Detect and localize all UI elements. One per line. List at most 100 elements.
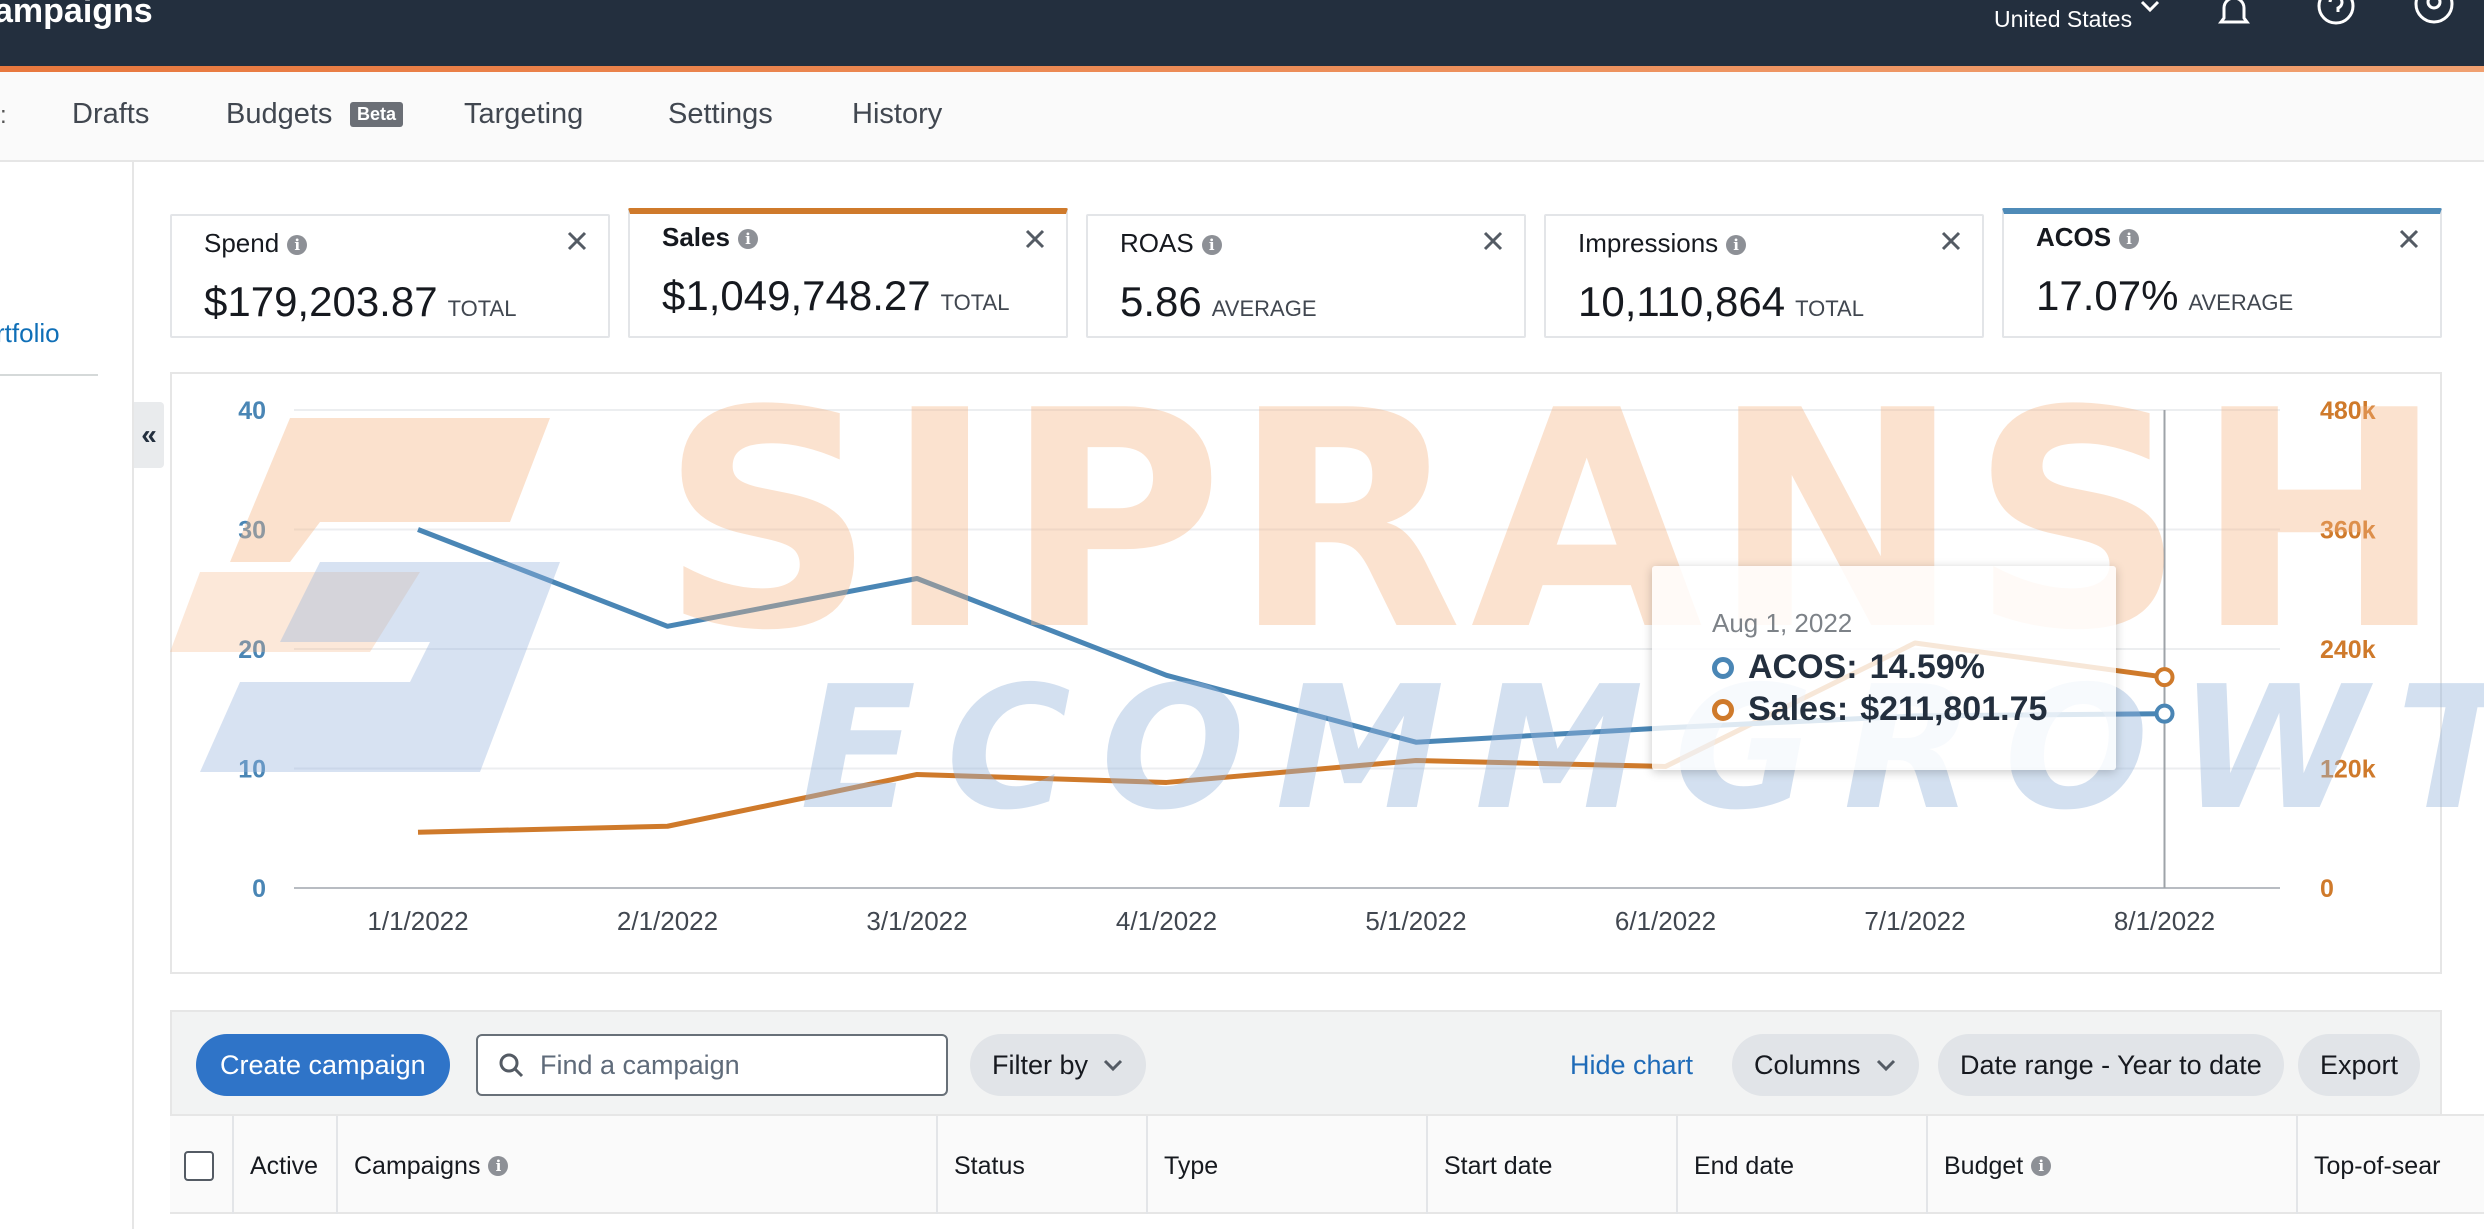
- campaign-toolbar: Create campaign Find a campaign Filter b…: [170, 1010, 2442, 1120]
- campaign-tabs: [0, 72, 2484, 162]
- column-header-type[interactable]: Type: [1148, 1116, 1428, 1216]
- x-tick-label: 8/1/2022: [2114, 906, 2215, 936]
- table-row: [170, 1214, 2484, 1229]
- top-navigation-bar: ampaigns United States: [0, 0, 2484, 66]
- campaigns-table-header: Active Campaigns i Status Type Start date…: [170, 1114, 2484, 1216]
- app-title: ampaigns: [0, 0, 153, 30]
- chevron-down-icon: [1876, 1059, 1895, 1072]
- tooltip-sales-row: Sales: $211,801.75: [1712, 690, 2047, 729]
- y-right-tick-label: 0: [2320, 875, 2334, 903]
- column-header-start-date[interactable]: Start date: [1428, 1116, 1678, 1216]
- create-campaign-button[interactable]: Create campaign: [196, 1034, 450, 1096]
- y-left-tick-label: 10: [238, 756, 266, 784]
- sales-marker-icon: [1712, 698, 1734, 721]
- metric-label: Spend: [204, 228, 280, 258]
- info-icon[interactable]: i: [287, 235, 308, 256]
- y-left-tick-label: 0: [252, 875, 266, 903]
- info-icon[interactable]: i: [1201, 235, 1222, 256]
- metric-aggregation: AVERAGE: [2188, 290, 2294, 315]
- filter-by-button[interactable]: Filter by: [970, 1034, 1147, 1096]
- y-left-tick-label: 30: [238, 517, 266, 545]
- x-tick-label: 1/1/2022: [367, 906, 468, 936]
- tab-history[interactable]: History: [852, 98, 943, 130]
- x-tick-label: 6/1/2022: [1615, 906, 1716, 936]
- x-tick-label: 5/1/2022: [1365, 906, 1466, 936]
- metric-value: 10,110,864: [1578, 278, 1786, 325]
- metric-value: 5.86: [1120, 278, 1202, 325]
- column-header-top-of-search[interactable]: Top-of-sear: [2314, 1151, 2441, 1180]
- metric-card-spend[interactable]: Spend i $179,203.87 TOTAL: [170, 214, 610, 338]
- chevron-down-icon: [1103, 1059, 1123, 1072]
- metric-aggregation: TOTAL: [447, 296, 517, 321]
- y-right-tick-label: 360k: [2320, 517, 2376, 545]
- portfolio-link[interactable]: rtfolio: [0, 318, 60, 348]
- metric-value: 17.07%: [2036, 272, 2179, 319]
- column-header-budget[interactable]: Budget i: [1928, 1116, 2298, 1216]
- date-range-button[interactable]: Date range - Year to date: [1938, 1034, 2284, 1096]
- close-icon[interactable]: [2396, 226, 2422, 252]
- chart-tooltip: Aug 1, 2022 ACOS: 14.59% Sales: $211,801…: [1652, 566, 2116, 770]
- collapse-sidebar-button[interactable]: «: [134, 402, 164, 468]
- series-point-acos: [2154, 703, 2175, 724]
- column-header-end-date[interactable]: End date: [1678, 1116, 1928, 1216]
- columns-button[interactable]: Columns: [1732, 1034, 1919, 1096]
- column-header-campaigns[interactable]: Campaigns i: [338, 1116, 938, 1216]
- close-icon[interactable]: [1938, 228, 1964, 254]
- account-icon[interactable]: [2412, 0, 2456, 34]
- export-button[interactable]: Export: [2298, 1034, 2421, 1096]
- info-icon[interactable]: i: [488, 1156, 509, 1176]
- y-left-tick-label: 20: [238, 636, 266, 664]
- select-all-cell: [170, 1116, 234, 1216]
- select-all-checkbox[interactable]: [184, 1151, 214, 1181]
- metric-card-roas[interactable]: ROAS i 5.86 AVERAGE: [1086, 214, 1526, 338]
- tooltip-date: Aug 1, 2022: [1712, 608, 1853, 638]
- x-tick-label: 2/1/2022: [617, 906, 718, 936]
- metric-value: $179,203.87: [204, 278, 438, 325]
- tooltip-acos-label: ACOS:: [1748, 648, 1858, 686]
- watermark-bottom-text: ECOMMGROWTH: [800, 650, 2484, 848]
- tab-targeting[interactable]: Targeting: [464, 98, 584, 130]
- watermark-top-text: SIPRANSH: [660, 347, 2453, 696]
- column-header-status[interactable]: Status: [938, 1116, 1148, 1216]
- close-icon[interactable]: [1480, 228, 1506, 254]
- metric-label: Sales: [662, 222, 730, 252]
- tooltip-sales-label: Sales:: [1748, 690, 1849, 728]
- topbar-accent-line: [0, 66, 2484, 72]
- metric-aggregation: TOTAL: [1795, 296, 1864, 321]
- metric-label: ROAS: [1120, 228, 1194, 258]
- search-placeholder: Find a campaign: [540, 1049, 740, 1080]
- x-tick-label: 4/1/2022: [1116, 906, 1217, 936]
- metric-card-impressions[interactable]: Impressions i 10,110,864 TOTAL: [1544, 214, 1984, 338]
- info-icon[interactable]: i: [2031, 1156, 2052, 1176]
- hide-chart-link[interactable]: Hide chart: [1570, 1050, 1694, 1080]
- x-tick-label: 7/1/2022: [1864, 906, 1965, 936]
- info-icon[interactable]: i: [1726, 235, 1747, 256]
- columns-label: Columns: [1754, 1049, 1861, 1080]
- close-icon[interactable]: [564, 228, 590, 254]
- search-input[interactable]: Find a campaign: [476, 1034, 948, 1096]
- metric-label: Impressions: [1578, 228, 1719, 258]
- left-sidebar: [0, 162, 134, 1229]
- y-right-tick-label: 480k: [2320, 397, 2376, 425]
- close-icon[interactable]: [1022, 226, 1048, 252]
- tab-drafts[interactable]: Drafts: [72, 98, 150, 130]
- y-left-tick-label: 40: [238, 397, 266, 425]
- info-icon[interactable]: i: [737, 229, 758, 250]
- column-label: Budget: [1944, 1151, 2024, 1180]
- tooltip-sales-value: $211,801.75: [1860, 690, 2048, 728]
- metric-card-acos[interactable]: ACOS i 17.07% AVERAGE: [2002, 208, 2442, 338]
- tab-budgets[interactable]: Budgets: [226, 98, 333, 130]
- chevron-down-icon[interactable]: [2136, 0, 2164, 22]
- info-icon[interactable]: i: [2119, 229, 2140, 250]
- tab-settings[interactable]: Settings: [668, 98, 773, 130]
- metric-card-sales[interactable]: Sales i $1,049,748.27 TOTAL: [628, 208, 1068, 338]
- bell-icon[interactable]: [2212, 0, 2256, 34]
- tab-edge-fragment: :: [0, 102, 7, 129]
- x-tick-label: 3/1/2022: [866, 906, 967, 936]
- country-selector[interactable]: United States: [1994, 6, 2133, 32]
- column-header-active[interactable]: Active: [234, 1116, 338, 1216]
- search-icon: [499, 1053, 524, 1078]
- series-point-sales: [2154, 667, 2175, 688]
- help-icon[interactable]: [2314, 0, 2358, 34]
- metric-aggregation: AVERAGE: [1211, 296, 1317, 321]
